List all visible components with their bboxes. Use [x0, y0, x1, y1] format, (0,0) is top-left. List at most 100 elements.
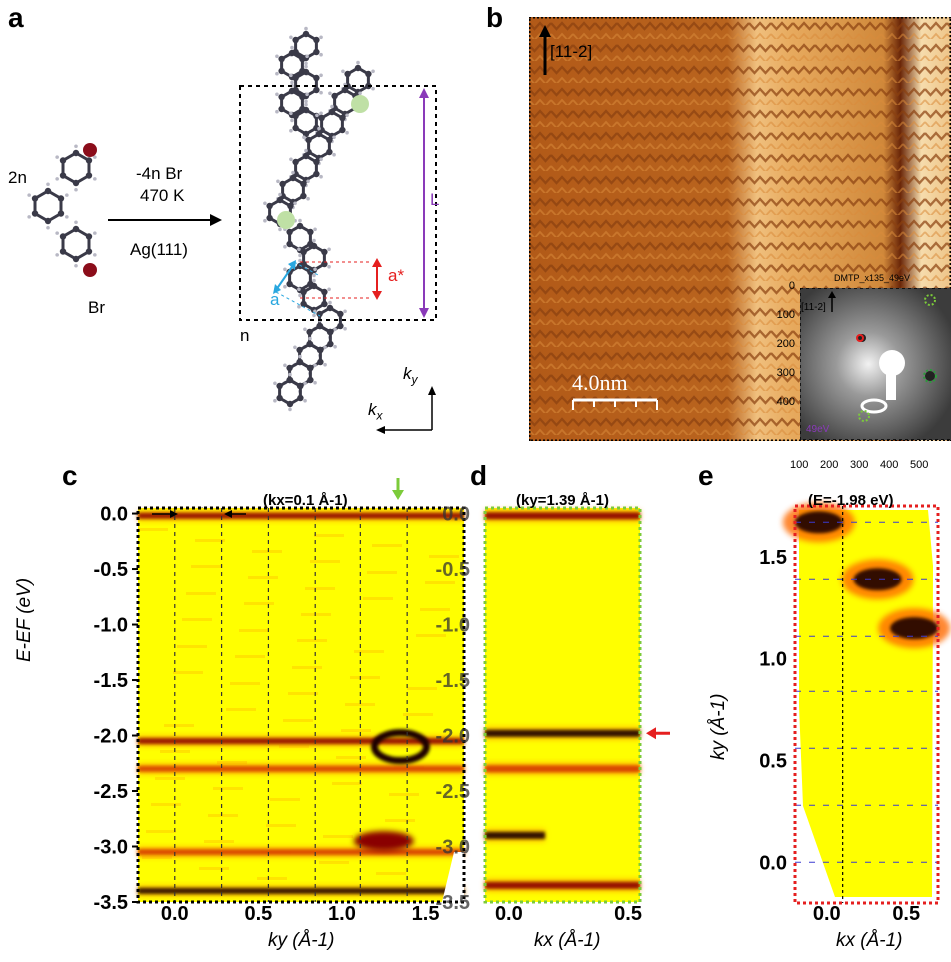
polymer-ring: [294, 70, 318, 98]
band-halo: [138, 847, 464, 858]
panel-d-letter: d: [470, 460, 488, 491]
carbon-atom: [299, 93, 306, 101]
hydrogen-atom: [291, 170, 295, 175]
hydrogen-atom: [283, 284, 287, 289]
hydrogen-atom: [341, 69, 345, 74]
carbon-atom: [72, 179, 80, 187]
hydrogen-atom: [74, 263, 78, 268]
c-xtick-label: 1.5: [412, 903, 440, 925]
hydrogen-atom: [328, 91, 332, 96]
hydrogen-atom: [93, 253, 97, 257]
carbon-atom: [316, 310, 323, 318]
carbon-atom: [278, 67, 285, 75]
carbon-atom: [289, 174, 297, 182]
hydrogen-atom: [303, 381, 307, 386]
carbon-atom: [313, 74, 320, 82]
carbon-atom: [57, 195, 65, 202]
hydrogen-atom: [93, 155, 97, 159]
carbon-atom: [276, 382, 283, 390]
e-ytick-label: 1.0: [759, 649, 787, 671]
carbon-atom: [286, 364, 293, 372]
hydrogen-atom: [330, 104, 334, 109]
hydrogen-atom: [332, 152, 336, 157]
c-ytick-label: -1.5: [94, 670, 128, 692]
carbon-atom: [313, 48, 320, 56]
carbon-atom: [310, 282, 318, 290]
carbon-atom: [297, 394, 304, 402]
carbon-atom: [278, 105, 285, 113]
arpes-kx-plot: [480, 500, 640, 570]
carbon-atom: [59, 172, 67, 179]
hydrogen-atom: [358, 91, 362, 96]
texture-streak: [160, 750, 190, 753]
carbon-atom: [288, 49, 296, 57]
carbon-atom: [85, 248, 93, 255]
carbon-atom: [300, 300, 307, 308]
carbon-atom: [296, 222, 304, 230]
polymer-ring: [294, 154, 318, 182]
hydrogen-atom: [297, 287, 301, 292]
carbon-atom: [302, 152, 310, 160]
hydrogen-atom: [65, 193, 69, 197]
hydrogen-atom: [343, 326, 347, 331]
e-ytick-label: 0.5: [759, 750, 787, 772]
carbon-atom: [300, 248, 307, 256]
carbon-atom: [306, 340, 314, 348]
carbon-atom: [296, 262, 304, 270]
carbon-atom: [321, 248, 328, 256]
reaction-arrowhead: [210, 214, 222, 226]
texture-streak: [208, 814, 238, 817]
carbon-atom: [287, 202, 294, 210]
hydrogen-atom: [275, 92, 279, 97]
ky-label: ky: [403, 364, 418, 387]
carbon-atom: [341, 86, 349, 94]
hydrogen-atom: [297, 304, 301, 309]
hydrogen-atom: [332, 135, 336, 140]
polymer-ring: [281, 176, 305, 204]
panel-c-xlabel: ky (Å-1): [268, 930, 335, 951]
carbon-atom: [339, 126, 346, 134]
hydrogen-atom: [306, 196, 310, 201]
monomer-ring: [61, 151, 91, 185]
hydrogen-atom: [288, 372, 292, 377]
hydrogen-atom: [371, 69, 375, 74]
band-halo: [485, 879, 640, 892]
hydrogen-atom: [319, 174, 323, 179]
carbon-atom: [299, 55, 306, 63]
carbon-atom: [302, 106, 310, 114]
carbon-atom: [276, 394, 283, 402]
hydrogen-atom: [327, 264, 331, 269]
hydrogen-atom: [288, 407, 292, 412]
carbon-atom: [59, 248, 67, 255]
polymer-ring: [280, 89, 304, 117]
hydrogen-atom: [283, 244, 287, 249]
carbon-atom: [313, 170, 320, 178]
green-marker-top: [351, 95, 369, 113]
hydrogen-atom: [356, 60, 360, 65]
hydrogen-atom: [333, 344, 337, 349]
texture-streak: [385, 819, 415, 822]
hydrogen-atom: [278, 192, 282, 197]
carbon-atom: [44, 217, 52, 225]
hydrogen-atom: [298, 293, 302, 298]
carbon-atom: [307, 268, 314, 276]
hydrogen-atom: [293, 345, 297, 350]
polymer-ring: [307, 132, 331, 160]
kx-label: kx: [368, 400, 383, 423]
carbon-atom: [266, 202, 273, 210]
polymer-ring: [288, 264, 312, 292]
texture-streak: [213, 787, 243, 790]
band-2: [138, 765, 464, 772]
leed-x-tick: 400: [880, 459, 899, 471]
hydrogen-atom: [308, 336, 312, 341]
br-label: Br: [88, 298, 105, 317]
carbon-atom: [288, 87, 296, 95]
c-ytick-label: -0.5: [94, 559, 128, 581]
e-xtick-label: 0.5: [892, 903, 920, 925]
carbon-atom: [344, 70, 351, 78]
hydrogen-atom: [289, 111, 293, 116]
c-ytick-label: 0.0: [100, 504, 128, 526]
hydrogen-atom: [319, 90, 323, 95]
hydrogen-atom: [278, 227, 282, 232]
texture-streak: [376, 872, 406, 875]
